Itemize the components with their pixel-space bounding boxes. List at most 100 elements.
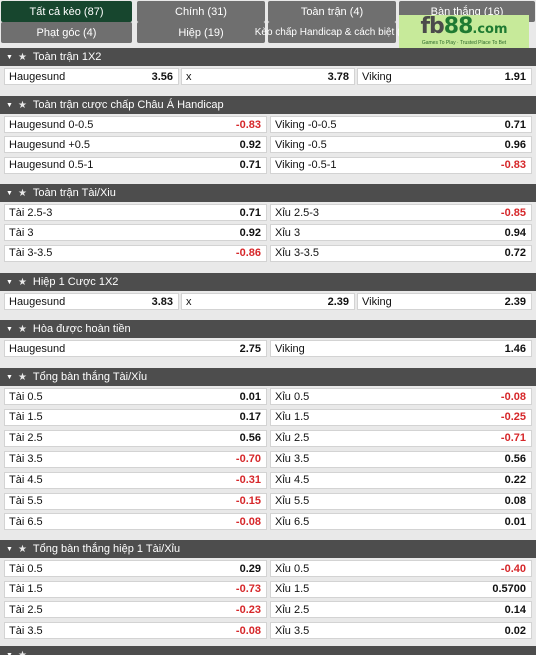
- odds-value: 1.91: [504, 70, 526, 83]
- selection-label: Viking -0.5: [275, 138, 327, 151]
- caret-down-icon[interactable]: ▼: [6, 325, 13, 333]
- selection-label: Tài 1.5: [9, 411, 43, 424]
- odds-cell[interactable]: Haugesund 0.5-1 0.71: [4, 156, 267, 174]
- odds-cell[interactable]: Tài 2.5 0.56: [4, 429, 267, 447]
- odds-cell[interactable]: Tài 3.5 -0.70: [4, 450, 267, 468]
- section-header[interactable]: ▼ ★ Hòa được hoàn tiền: [0, 320, 536, 338]
- odds-value: -0.31: [235, 474, 261, 487]
- star-icon[interactable]: ★: [17, 649, 27, 655]
- odds-cell[interactable]: Viking -0.5-1 -0.83: [270, 156, 532, 174]
- selection-label: Xỉu 2.5: [275, 603, 310, 616]
- odds-value: 0.71: [239, 206, 261, 219]
- odds-cell[interactable]: Xỉu 2.5 0.14: [270, 601, 532, 619]
- caret-down-icon[interactable]: ▼: [6, 53, 13, 61]
- star-icon[interactable]: ★: [17, 543, 27, 555]
- selection-label: Xỉu 3: [275, 226, 301, 239]
- odds-cell[interactable]: Xỉu 3.5 0.56: [270, 450, 532, 468]
- odds-cell[interactable]: Haugesund 3.83: [4, 293, 179, 310]
- tab-full-time[interactable]: Toàn trận (4): [268, 1, 396, 22]
- caret-down-icon[interactable]: ▼: [6, 545, 13, 553]
- section-title: Tổng bàn thắng Tài/Xỉu: [32, 371, 148, 383]
- star-icon[interactable]: ★: [17, 51, 27, 63]
- odds-cell[interactable]: Tài 4.5 -0.31: [4, 471, 267, 489]
- selection-label: Haugesund 0.5-1: [9, 159, 94, 172]
- odds-cell[interactable]: Tài 1.5 -0.73: [4, 580, 267, 598]
- odds-cell[interactable]: Xỉu 6.5 0.01: [270, 513, 532, 531]
- odds-cell[interactable]: Xỉu 3 0.94: [270, 224, 532, 242]
- odds-cell[interactable]: Xỉu 0.5 -0.08: [270, 388, 532, 405]
- odds-cell[interactable]: Viking -0-0.5 0.71: [270, 116, 532, 133]
- tab-main[interactable]: Chính (31): [137, 1, 265, 22]
- odds-cell[interactable]: Xỉu 1.5 0.5700: [270, 580, 532, 598]
- odds-cell[interactable]: Xỉu 5.5 0.08: [270, 492, 532, 510]
- star-icon[interactable]: ★: [17, 187, 27, 199]
- odds-cell[interactable]: Viking 1.46: [270, 340, 532, 357]
- odds-cell[interactable]: Tài 2.5-3 0.71: [4, 204, 267, 221]
- selection-label: Tài 4.5: [9, 474, 43, 487]
- odds-cell[interactable]: Tài 3 0.92: [4, 224, 267, 242]
- odds-cell[interactable]: x 2.39: [181, 293, 355, 310]
- odds-cell[interactable]: Viking 1.91: [357, 68, 532, 85]
- section-header[interactable]: ▼ ★ Toàn trận Tài/Xiu: [0, 184, 536, 202]
- odds-value: -0.08: [235, 515, 261, 528]
- odds-cell[interactable]: Viking -0.5 0.96: [270, 136, 532, 154]
- odds-value: 2.39: [327, 295, 349, 308]
- odds-cell[interactable]: Tài 0.5 0.29: [4, 560, 267, 577]
- odds-value: 0.08: [504, 495, 526, 507]
- odds-cell[interactable]: Xỉu 3.5 0.02: [270, 622, 532, 640]
- tab-corners[interactable]: Phạt góc (4): [1, 22, 132, 43]
- section-header[interactable]: ▼ ★ Toàn trận cược chấp Châu Á Handicap: [0, 96, 536, 114]
- odds-value: 0.02: [504, 624, 526, 637]
- tab-halves[interactable]: Hiệp (19): [137, 22, 265, 43]
- star-icon[interactable]: ★: [17, 323, 27, 335]
- caret-down-icon[interactable]: ▼: [6, 278, 13, 286]
- odds-cell[interactable]: Tài 1.5 0.17: [4, 408, 267, 426]
- odds-cell[interactable]: Tài 5.5 -0.15: [4, 492, 267, 510]
- star-icon[interactable]: ★: [17, 276, 27, 288]
- selection-label: Tài 3.5: [9, 624, 43, 637]
- section-title: Hiệp 1 Cược 1X2: [32, 276, 119, 288]
- section-header[interactable]: ▼ ★ Tổng bàn thắng Tài/Xỉu: [0, 368, 536, 386]
- odds-cell[interactable]: Xỉu 3-3.5 0.72: [270, 244, 532, 262]
- section-header[interactable]: ▼ ★ Toàn trận 1X2: [0, 48, 536, 66]
- odds-value: 0.94: [504, 226, 526, 239]
- selection-label: Tài 0.5: [9, 390, 43, 403]
- odds-cell[interactable]: Haugesund 2.75: [4, 340, 267, 357]
- selection-label: Xỉu 3-3.5: [275, 247, 320, 260]
- odds-cell[interactable]: Xỉu 4.5 0.22: [270, 471, 532, 489]
- selection-label: Xỉu 0.5: [275, 390, 310, 403]
- section-header[interactable]: ▼ ★ Tổng bàn thắng hiệp 1 Tài/Xỉu: [0, 540, 536, 558]
- odds-cell[interactable]: Tài 0.5 0.01: [4, 388, 267, 405]
- section-full-time-1x2: ▼ ★ Toàn trận 1X2 Haugesund 3.56 x 3.78 Viking 1…: [0, 48, 536, 85]
- odds-cell[interactable]: Haugesund +0.5 0.92: [4, 136, 267, 154]
- selection-label: Tài 6.5: [9, 515, 43, 528]
- odds-value: 0.17: [239, 411, 261, 424]
- selection-label: Tài 0.5: [9, 562, 43, 575]
- caret-down-icon[interactable]: ▼: [6, 189, 13, 197]
- odds-cell[interactable]: Haugesund 0-0.5 -0.83: [4, 116, 267, 133]
- section-asian-handicap: ▼ ★ Toàn trận cược chấp Châu Á Handicap Hau…: [0, 96, 536, 174]
- odds-cell[interactable]: Xỉu 0.5 -0.40: [270, 560, 532, 577]
- odds-cell[interactable]: Tài 3.5 -0.08: [4, 622, 267, 640]
- odds-cell[interactable]: Tài 2.5 -0.23: [4, 601, 267, 619]
- caret-down-icon[interactable]: ▼: [6, 651, 13, 655]
- section-first-half-total-goals: ▼ ★ Tổng bàn thắng hiệp 1 Tài/Xỉu Tài 0.5 0.…: [0, 540, 536, 640]
- odds-cell[interactable]: Viking 2.39: [357, 293, 532, 310]
- tab-all-markets[interactable]: Tất cả kèo (87): [1, 1, 132, 22]
- odds-cell[interactable]: Haugesund 3.56: [4, 68, 179, 85]
- fb88-logo[interactable]: fb88.com Games To Play · Trusted Place T…: [399, 15, 529, 48]
- odds-cell[interactable]: Xỉu 2.5-3 -0.85: [270, 204, 532, 221]
- odds-value: 0.14: [504, 603, 526, 616]
- caret-down-icon[interactable]: ▼: [6, 373, 13, 381]
- odds-cell[interactable]: Tài 3-3.5 -0.86: [4, 244, 267, 262]
- odds-cell[interactable]: Tài 6.5 -0.08: [4, 513, 267, 531]
- tab-handicap-margin[interactable]: Kèo chấp Handicap & cách biệt (3): [255, 22, 409, 43]
- odds-cell[interactable]: Xỉu 1.5 -0.25: [270, 408, 532, 426]
- odds-cell[interactable]: x 3.78: [181, 68, 355, 85]
- star-icon[interactable]: ★: [17, 99, 27, 111]
- odds-cell[interactable]: Xỉu 2.5 -0.71: [270, 429, 532, 447]
- caret-down-icon[interactable]: ▼: [6, 101, 13, 109]
- section-header[interactable]: ▼ ★: [0, 646, 536, 655]
- section-header[interactable]: ▼ ★ Hiệp 1 Cược 1X2: [0, 273, 536, 291]
- star-icon[interactable]: ★: [17, 371, 27, 383]
